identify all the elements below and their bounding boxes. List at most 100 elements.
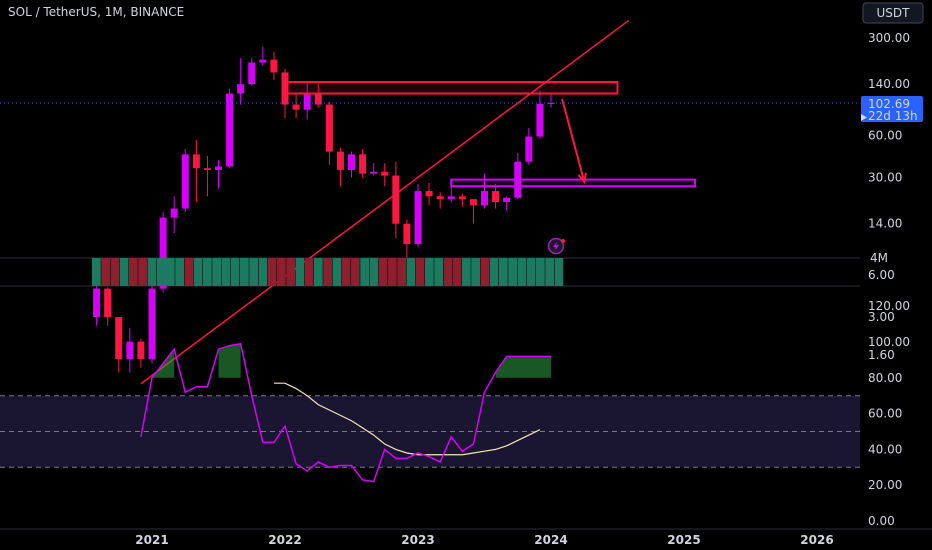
candle-body xyxy=(115,317,123,360)
oscillator-fill xyxy=(218,343,241,378)
candle-body xyxy=(403,223,411,245)
oscillator-tick-label: 100.00 xyxy=(868,335,910,349)
heatmap-cell xyxy=(415,258,425,286)
heatmap-cell xyxy=(212,258,221,286)
heatmap-cell xyxy=(92,258,101,286)
heatmap-cell xyxy=(517,258,527,286)
candle-body xyxy=(414,191,422,245)
time-tick-label: 2023 xyxy=(401,533,434,547)
scroll-arrow-icon[interactable] xyxy=(861,114,867,121)
price-axis[interactable]: 300.00 140.00 60.00 30.00 14.00 6.00 3.00 1.60 xyxy=(868,31,910,362)
heatmap-cell xyxy=(526,258,536,286)
time-tick-label: 2026 xyxy=(800,533,833,547)
candle-body xyxy=(481,191,488,206)
heatmap-cell xyxy=(323,258,332,286)
heatmap-cell xyxy=(452,258,462,286)
heatmap-cell xyxy=(554,258,564,286)
heatmap-cell xyxy=(156,258,166,286)
candle-body xyxy=(137,341,145,360)
currency-button[interactable]: USDT xyxy=(862,2,924,24)
heatmap-cell xyxy=(332,258,342,286)
candle-body xyxy=(93,288,101,318)
price-tick-label: 6.00 xyxy=(868,268,895,282)
heatmap-cell xyxy=(351,258,360,286)
heatmap-cell xyxy=(258,258,268,286)
time-axis[interactable]: 2021 2022 2023 2024 2025 2026 xyxy=(135,533,833,547)
projection-arrow-head xyxy=(577,172,587,184)
price-tick-label: 1.60 xyxy=(868,348,895,362)
heatmap-cell xyxy=(147,258,157,286)
candle-body xyxy=(215,166,222,170)
heatmap-cell xyxy=(471,258,480,286)
lightning-icon[interactable] xyxy=(547,237,566,255)
candle-body xyxy=(325,104,333,152)
heatmap-cell xyxy=(119,258,129,286)
candle-body xyxy=(203,168,211,170)
time-tick-label: 2024 xyxy=(534,533,567,547)
heatmap-strip xyxy=(92,258,564,286)
candle-body xyxy=(525,136,533,162)
candle-body xyxy=(458,196,466,200)
currency-button-frame xyxy=(862,2,924,24)
heatmap-cell xyxy=(499,258,508,286)
time-tick-label: 2021 xyxy=(135,533,168,547)
price-tick-label: 140.00 xyxy=(868,77,910,91)
heatmap-cell xyxy=(536,258,545,286)
candle-body xyxy=(270,59,278,73)
candle-body xyxy=(392,175,400,224)
currency-button-label: USDT xyxy=(877,6,911,20)
heatmap-cell xyxy=(101,258,110,286)
candle-body xyxy=(314,92,322,105)
last-price-label[interactable]: 102.69 22d 13h xyxy=(861,95,923,123)
heatmap-cell xyxy=(129,258,138,286)
oscillator-tick-label: 60.00 xyxy=(868,407,902,421)
oscillator xyxy=(140,342,551,483)
heatmap-cell xyxy=(489,258,499,286)
drawings[interactable] xyxy=(140,19,697,385)
last-price-value: 102.69 xyxy=(868,97,910,111)
heatmap-cell xyxy=(369,258,379,286)
candle-body xyxy=(126,341,134,360)
price-tick-label: 60.00 xyxy=(868,129,902,143)
candle-body xyxy=(425,191,433,197)
candle-body xyxy=(303,92,311,110)
candle-body xyxy=(492,191,500,203)
oscillator-tick-label: 20.00 xyxy=(868,478,902,492)
candle-body xyxy=(237,84,245,94)
candle-body xyxy=(192,154,200,169)
heatmap-cell xyxy=(175,258,184,286)
symbol-title: SOL / TetherUS, 1M, BINANCE xyxy=(8,5,184,19)
time-tick-label: 2022 xyxy=(268,533,301,547)
heatmap-cell xyxy=(295,258,305,286)
resistance-zone xyxy=(284,81,619,95)
heatmap-cell xyxy=(480,258,490,286)
oscillator-axis[interactable]: 120.00 100.00 80.00 60.00 40.00 20.00 0.00 xyxy=(868,299,910,528)
heatmap-cell xyxy=(406,258,416,286)
heatmap-cell xyxy=(230,258,240,286)
heatmap-cell xyxy=(221,258,231,286)
heatmap-cell xyxy=(443,258,453,286)
candle-body xyxy=(370,171,378,174)
signal-line xyxy=(273,382,541,456)
heatmap-cell xyxy=(397,258,406,286)
price-tick-label: 14.00 xyxy=(868,217,902,231)
heatmap-cell xyxy=(138,258,147,286)
heatmap-cell xyxy=(462,258,471,286)
secondary-pane-label: 4M xyxy=(870,251,888,265)
heatmap-cell xyxy=(240,258,249,286)
oscillator-tick-label: 0.00 xyxy=(868,514,895,528)
oscillator-tick-label: 120.00 xyxy=(868,299,910,313)
oscillator-fill xyxy=(495,356,551,378)
heatmap-cell xyxy=(267,258,277,286)
oscillator-tick-label: 40.00 xyxy=(868,442,902,456)
time-tick-label: 2025 xyxy=(667,533,700,547)
oscillator-tick-label: 80.00 xyxy=(868,371,902,385)
candle-body xyxy=(292,104,300,110)
candle-body xyxy=(181,154,189,209)
last-price-countdown: 22d 13h xyxy=(868,109,918,123)
heatmap-cell xyxy=(314,258,323,286)
candle-body xyxy=(447,196,455,200)
last-price-label-bg xyxy=(861,95,923,122)
candle-body xyxy=(503,197,511,203)
